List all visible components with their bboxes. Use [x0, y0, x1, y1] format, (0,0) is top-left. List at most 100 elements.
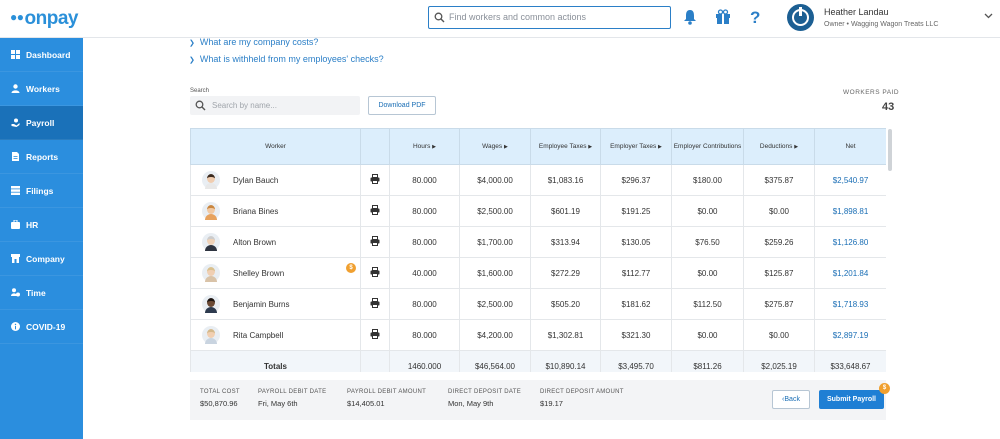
payroll-table: Worker Hours ▶ Wages ▶ Employee Taxes ▶ …	[190, 128, 886, 372]
cell-net[interactable]: $1,201.84	[814, 257, 886, 289]
search-icon	[434, 12, 445, 23]
cell-wages: $4,200.00	[459, 319, 531, 351]
column-header-deductions[interactable]: Deductions ▶	[743, 128, 815, 165]
cell-employer-taxes: $130.05	[600, 226, 672, 258]
printer-icon[interactable]	[370, 329, 380, 339]
table-row[interactable]: Alton Brown 80.000 $1,700.00 $313.94 $130.05…	[190, 226, 886, 258]
bell-icon[interactable]	[683, 9, 697, 29]
print-stub-cell[interactable]	[360, 257, 390, 289]
print-stub-cell[interactable]	[360, 226, 390, 258]
company-icon	[11, 254, 20, 263]
sidebar: Dashboard Workers Payroll Reports Filing…	[0, 38, 83, 439]
chevron-left-icon: ‹	[782, 396, 785, 403]
table-row[interactable]: Briana Bines 80.000 $2,500.00 $601.19 $191.2…	[190, 195, 886, 227]
download-pdf-button[interactable]: Download PDF	[368, 96, 436, 115]
worker-cell[interactable]: Rita Campbell	[190, 319, 361, 351]
user-name[interactable]: Heather Landau	[824, 7, 889, 17]
sidebar-item-workers[interactable]: Workers	[0, 72, 83, 106]
table-row[interactable]: Rita Campbell 80.000 $4,200.00 $1,302.81 $32…	[190, 319, 886, 351]
worker-cell[interactable]: Alton Brown	[190, 226, 361, 258]
onpay-logo[interactable]: ●●onpay	[10, 8, 78, 29]
worker-cell[interactable]: Benjamin Burns	[190, 288, 361, 320]
cell-net[interactable]: $2,897.19	[814, 319, 886, 351]
payroll-debit-amount: PAYROLL DEBIT AMOUNT $14,405.01	[347, 389, 427, 408]
worker-avatar	[202, 202, 220, 220]
total-hours: 1460.000	[389, 350, 460, 372]
cell-hours: 80.000	[389, 288, 460, 320]
table-scrollbar[interactable]	[887, 128, 893, 372]
sidebar-item-time[interactable]: Time	[0, 276, 83, 310]
dashboard-icon	[11, 50, 20, 59]
cell-net[interactable]: $2,540.97	[814, 164, 886, 196]
sidebar-item-reports[interactable]: Reports	[0, 140, 83, 174]
printer-icon[interactable]	[370, 298, 380, 308]
worker-name[interactable]: Briana Bines	[233, 207, 279, 216]
sidebar-item-payroll[interactable]: Payroll	[0, 106, 83, 140]
cell-wages: $1,600.00	[459, 257, 531, 289]
sidebar-item-dashboard[interactable]: Dashboard	[0, 38, 83, 72]
submit-payroll-button[interactable]: Submit Payroll	[819, 390, 884, 409]
cell-wages: $4,000.00	[459, 164, 531, 196]
filings-icon	[11, 186, 20, 195]
cell-hours: 80.000	[389, 195, 460, 227]
user-avatar[interactable]	[787, 4, 814, 31]
worker-name[interactable]: Alton Brown	[233, 238, 277, 247]
worker-search-input[interactable]: Search by name...	[190, 96, 360, 115]
gift-icon[interactable]	[715, 9, 731, 29]
sort-icon: ▶	[432, 144, 436, 150]
chevron-down-icon[interactable]	[984, 11, 993, 22]
column-header-employer-taxes[interactable]: Employer Taxes ▶	[600, 128, 672, 165]
cell-contributions: $76.50	[671, 226, 744, 258]
dollar-badge-icon: $	[879, 383, 890, 394]
worker-name[interactable]: Rita Campbell	[233, 331, 284, 340]
table-row[interactable]: Dylan Bauch 80.000 $4,000.00 $1,083.16 $296.…	[190, 164, 886, 196]
column-header-hours[interactable]: Hours ▶	[389, 128, 460, 165]
worker-cell[interactable]: Dylan Bauch	[190, 164, 361, 196]
cell-deductions: $0.00	[743, 195, 815, 227]
cell-employee-taxes: $313.94	[530, 226, 601, 258]
cell-deductions: $275.87	[743, 288, 815, 320]
worker-avatar	[202, 326, 220, 344]
help-icon[interactable]: ?	[750, 8, 761, 27]
total-employer-taxes: $3,495.70	[600, 350, 672, 372]
print-stub-cell[interactable]	[360, 288, 390, 320]
table-scrollbar-thumb[interactable]	[888, 129, 892, 171]
column-header-wages[interactable]: Wages ▶	[459, 128, 531, 165]
sidebar-item-hr[interactable]: HR	[0, 208, 83, 242]
faq-link-withheld[interactable]: ❯ What is withheld from my employees' che…	[189, 54, 384, 64]
table-row[interactable]: Benjamin Burns 80.000 $2,500.00 $505.20 $181…	[190, 288, 886, 320]
printer-icon[interactable]	[370, 205, 380, 215]
worker-cell[interactable]: Shelley Brown $	[190, 257, 361, 289]
sidebar-item-company[interactable]: Company	[0, 242, 83, 276]
cell-employee-taxes: $601.19	[530, 195, 601, 227]
printer-icon[interactable]	[370, 174, 380, 184]
worker-name[interactable]: Shelley Brown	[233, 269, 285, 278]
print-stub-cell[interactable]	[360, 195, 390, 227]
sidebar-item-covid[interactable]: COVID-19	[0, 310, 83, 344]
column-header-print	[360, 128, 390, 165]
print-stub-cell[interactable]	[360, 319, 390, 351]
workers-paid-count: 43	[882, 101, 895, 113]
worker-avatar	[202, 171, 220, 189]
back-button[interactable]: ‹Back	[772, 390, 810, 409]
direct-deposit-amount: DIRECT DEPOSIT AMOUNT $19.17	[540, 389, 624, 408]
worker-name[interactable]: Benjamin Burns	[233, 300, 290, 309]
cell-net[interactable]: $1,718.93	[814, 288, 886, 320]
printer-icon[interactable]	[370, 267, 380, 277]
table-row[interactable]: Shelley Brown $40.000 $1,600.00 $272.29 $112…	[190, 257, 886, 289]
worker-name[interactable]: Dylan Bauch	[233, 176, 279, 185]
cell-deductions: $125.87	[743, 257, 815, 289]
total-contributions: $811.26	[671, 350, 744, 372]
cell-net[interactable]: $1,126.80	[814, 226, 886, 258]
print-stub-cell[interactable]	[360, 164, 390, 196]
faq-link-company-costs[interactable]: ❯ What are my company costs?	[189, 37, 319, 47]
cell-employee-taxes: $1,083.16	[530, 164, 601, 196]
cell-contributions: $0.00	[671, 195, 744, 227]
workers-icon	[11, 84, 20, 93]
cell-net[interactable]: $1,898.81	[814, 195, 886, 227]
worker-cell[interactable]: Briana Bines	[190, 195, 361, 227]
column-header-employee-taxes[interactable]: Employee Taxes ▶	[530, 128, 601, 165]
sidebar-item-filings[interactable]: Filings	[0, 174, 83, 208]
global-search-input[interactable]: Find workers and common actions	[428, 6, 671, 29]
printer-icon[interactable]	[370, 236, 380, 246]
